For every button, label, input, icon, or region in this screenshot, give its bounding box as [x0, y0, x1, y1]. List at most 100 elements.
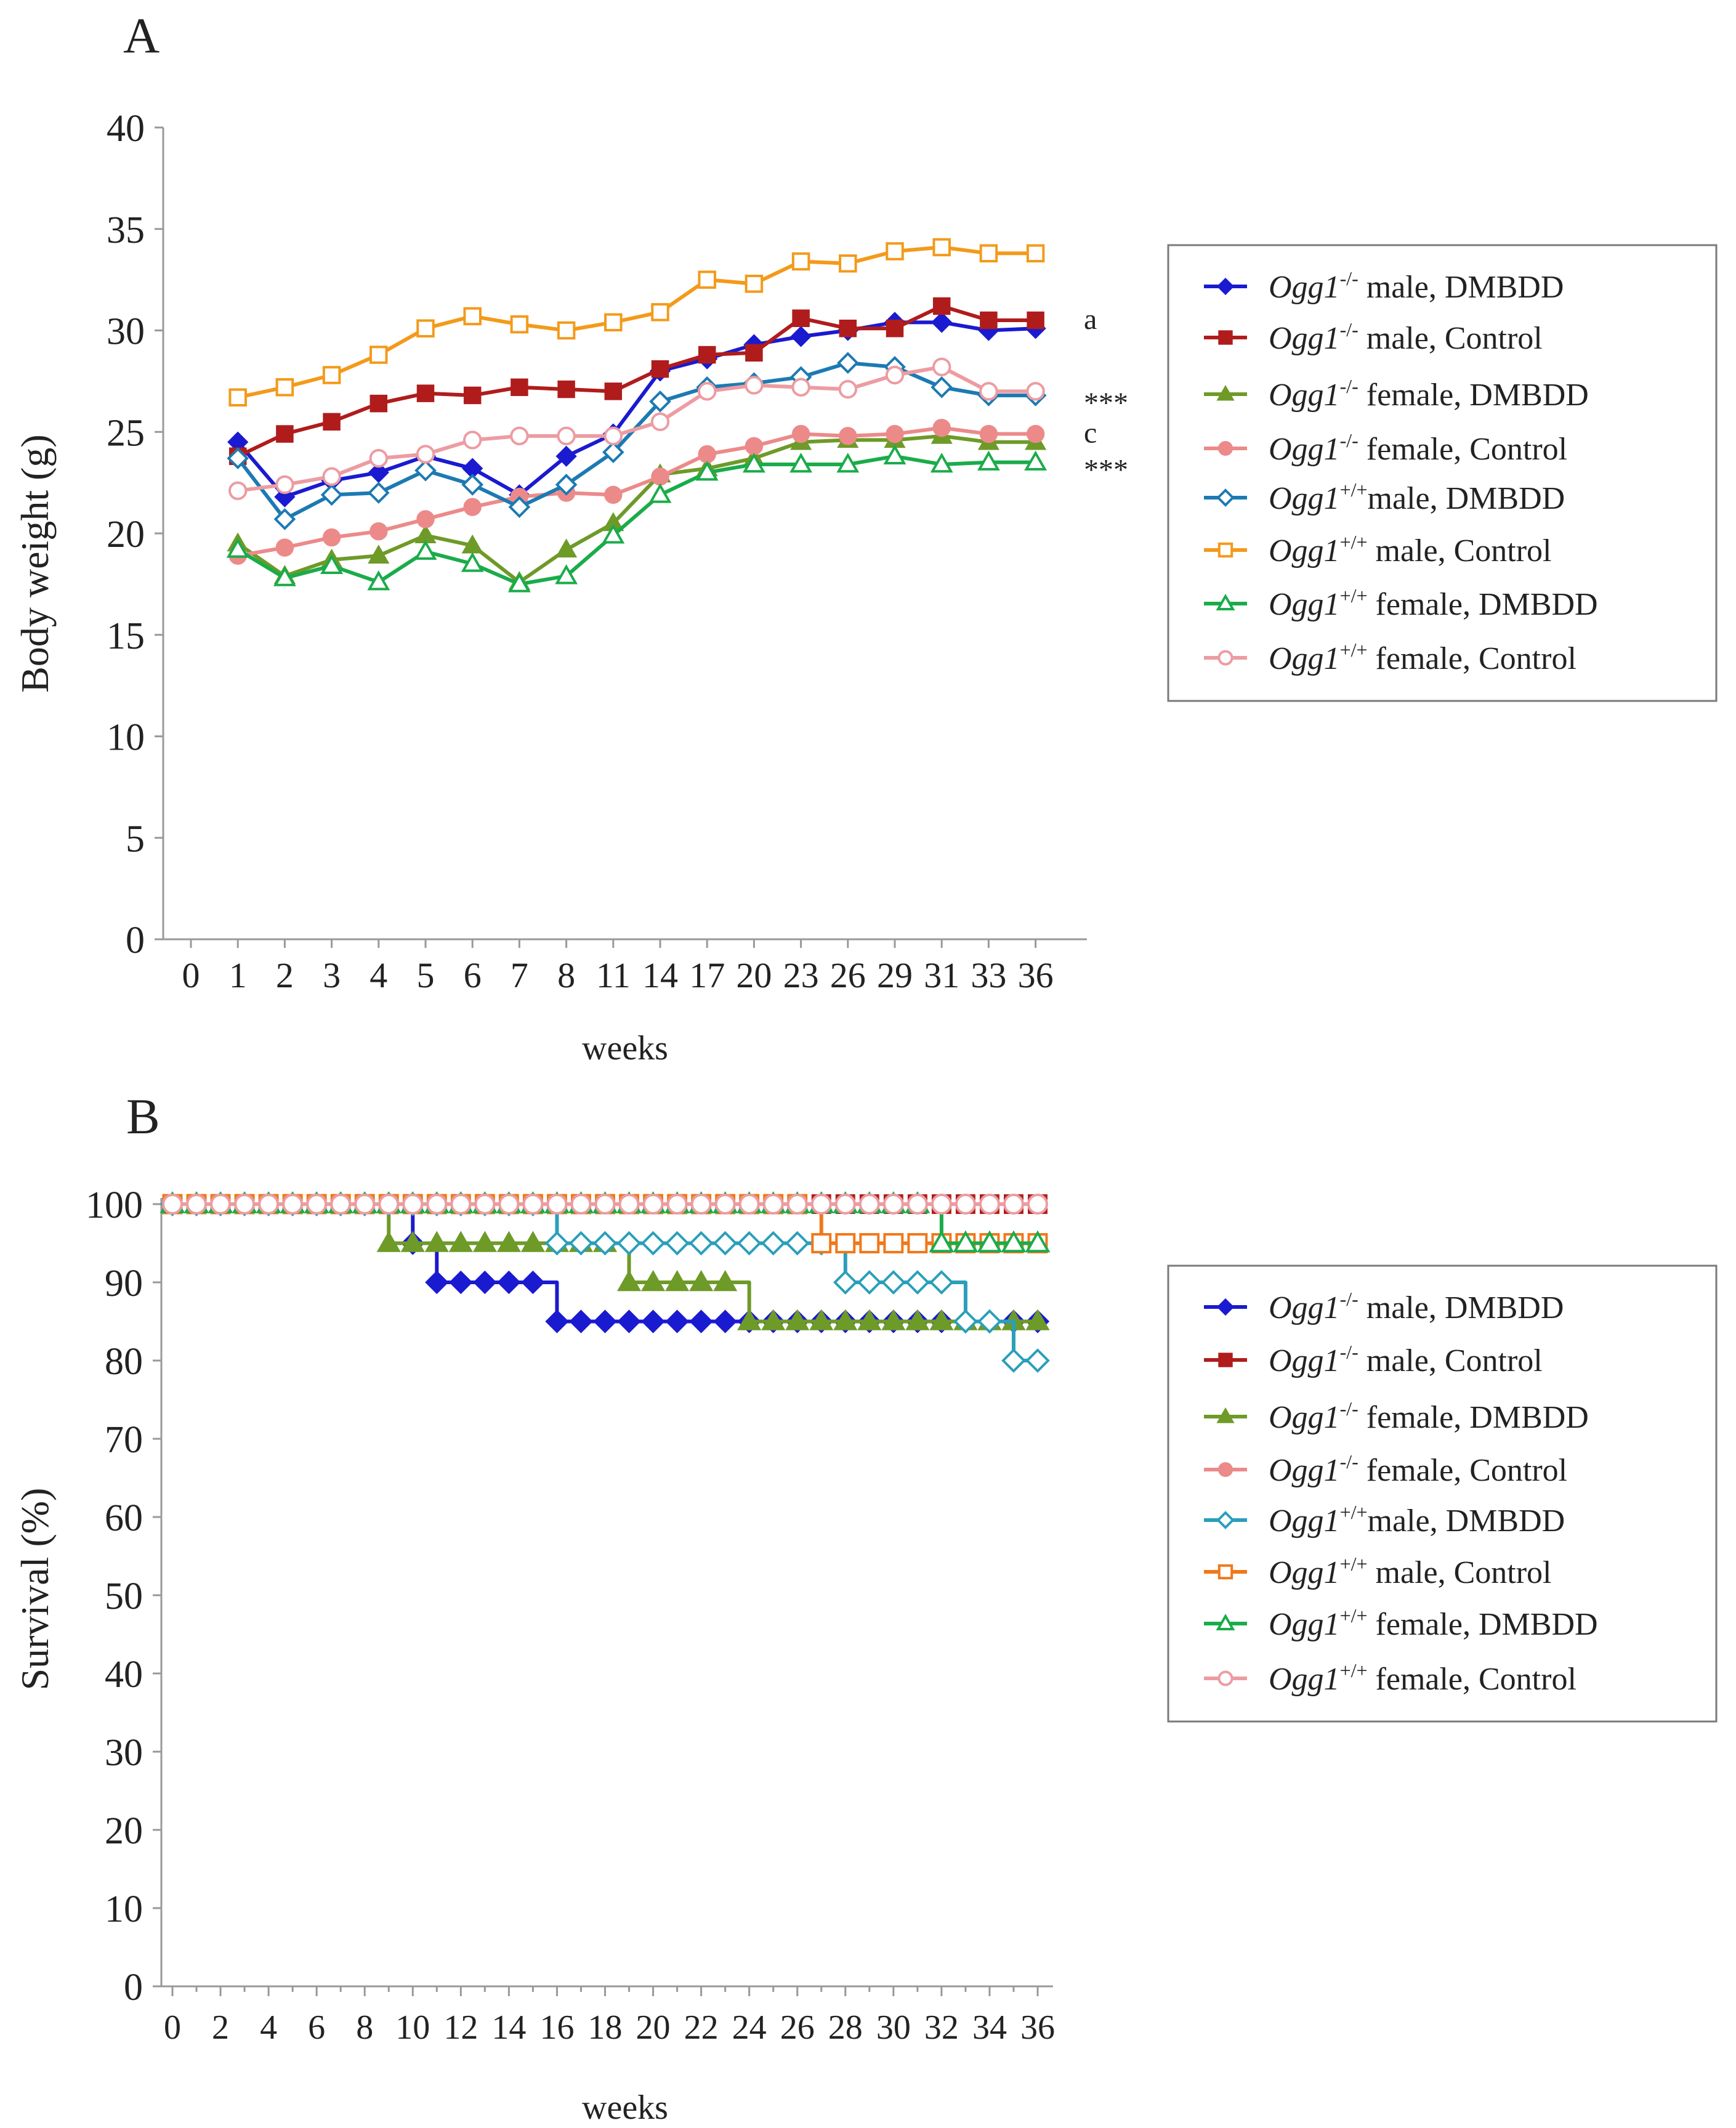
panel-a-data-point [604, 426, 623, 446]
panel-b-legend-label: Ogg1+/+ female, DMBDD [1269, 1604, 1598, 1642]
panel-a-x-tick-label: 29 [877, 955, 913, 995]
panel-a-data-point [651, 360, 669, 378]
panel-a-data-point [1024, 450, 1048, 471]
legend-genotype-sup: -/- [1340, 429, 1359, 451]
panel-a-data-point [932, 238, 951, 257]
panel-a-legend-marker-square [1217, 542, 1233, 558]
panel-a-data-point [273, 566, 296, 586]
legend-genotype-sup: +/+ [1340, 639, 1368, 661]
panel-a-y-tick-label: 5 [126, 818, 145, 860]
panel-b-legend-marker-triangle [1216, 1407, 1235, 1423]
panel-b-series-line [172, 1202, 1038, 1324]
legend-group: female, Control [1359, 1453, 1567, 1488]
panel-a-data-point [416, 445, 435, 464]
panel-b-data-point [666, 1194, 688, 1215]
panel-a-data-point [369, 448, 388, 468]
panel-b-data-point [859, 1233, 880, 1253]
legend-genotype-sup: +/+ [1340, 531, 1368, 553]
panel-a-data-point [839, 254, 857, 273]
legend-genotype: Ogg1 [1269, 432, 1340, 467]
panel-a-legend-label: Ogg1+/+ male, Control [1269, 531, 1552, 568]
panel-b-data-point [688, 1231, 714, 1256]
panel-b-y-tick-label: 80 [105, 1341, 143, 1383]
panel-b-data-point [378, 1194, 400, 1215]
panel-b-data-point [689, 1269, 714, 1292]
panel-b-x-tick-label: 2 [212, 2009, 229, 2047]
panel-b-x-tick-label: 36 [1020, 2009, 1055, 2047]
panel-b-y-axis-label: Survival (%) [13, 1488, 57, 1691]
panel-b-y-tick-label: 100 [86, 1184, 143, 1226]
panel-b-series-4 [160, 1192, 1050, 1373]
panel-b-data-point [449, 1270, 473, 1295]
panel-b-data-point [642, 1194, 664, 1215]
panel-a-x-tick-label: 17 [689, 955, 725, 995]
panel-a-data-point [648, 483, 672, 503]
panel-a-label: A [123, 7, 159, 63]
panel-b-data-point [497, 1270, 521, 1295]
panel-a-x-tick-label: 0 [182, 955, 200, 995]
panel-b-data-point [713, 1269, 738, 1292]
panel-a-annotation: a [1084, 303, 1097, 336]
panel-b-data-point [545, 1309, 569, 1333]
panel-b-x-tick-label: 8 [356, 2009, 373, 2047]
panel-a-data-point [791, 252, 810, 271]
panel-b-x-tick-label: 30 [876, 2009, 911, 2047]
panel-b-y-tick-label: 40 [105, 1654, 143, 1696]
panel-a-x-tick-label: 6 [464, 955, 482, 995]
panel-b-data-point [858, 1194, 880, 1215]
panel-a-data-point [461, 474, 484, 496]
panel-b-data-point [258, 1194, 280, 1215]
panel-a-series-line [236, 361, 1036, 521]
panel-a-series [226, 238, 1048, 593]
legend-genotype: Ogg1 [1269, 321, 1340, 356]
panel-a-data-point [742, 452, 765, 473]
panel-a-data-point [932, 418, 951, 437]
panel-b-data-point [282, 1194, 304, 1215]
legend-genotype: Ogg1 [1269, 1290, 1340, 1325]
panel-b-legend-label: Ogg1+/+ female, Control [1269, 1659, 1577, 1697]
panel-b-x-tick-label: 16 [539, 2009, 574, 2047]
legend-group: female, DMBDD [1359, 378, 1589, 413]
panel-a-data-point [275, 538, 294, 557]
legend-genotype: Ogg1 [1269, 533, 1340, 568]
panel-a-legend-label: Ogg1+/+ female, Control [1269, 639, 1577, 676]
panel-b-data-point [955, 1194, 976, 1215]
panel-a-data-point [322, 467, 341, 486]
legend-group: female, Control [1368, 641, 1577, 676]
panel-a-legend-entry: Ogg1+/+ male, Control [1204, 531, 1552, 568]
panel-a-data-point [510, 315, 529, 334]
legend-group: male, Control [1359, 1343, 1543, 1378]
panel-b-data-point [354, 1194, 376, 1215]
panel-b-legend-marker-square [1217, 1564, 1233, 1580]
panel-a-x-tick-label: 23 [783, 955, 819, 995]
panel-b-data-point [738, 1194, 760, 1215]
panel-b-series-line [172, 1202, 1038, 1324]
panel-a-data-point [791, 378, 810, 397]
panel-a-data-point [979, 424, 998, 443]
panel-b-data-point [426, 1194, 448, 1215]
panel-b-data-point [473, 1270, 497, 1295]
panel-a-x-tick-label: 3 [323, 955, 341, 995]
panel-a-y-axis-label: Body weight (g) [13, 434, 57, 693]
panel-b-data-point [448, 1231, 473, 1252]
panel-b-data-point [617, 1309, 641, 1333]
panel-a-legend-entry: Ogg1-/- male, DMBDD [1204, 267, 1564, 305]
panel-a-data-point [367, 482, 390, 504]
panel-b-data-point [690, 1194, 712, 1215]
panel-b-data-point [713, 1231, 738, 1256]
panel-b-data-point [1025, 1230, 1051, 1253]
panel-a-data-point [275, 378, 294, 397]
panel-b-data-point [811, 1233, 832, 1253]
panel-b-series-7 [162, 1194, 1048, 1215]
panel-b-y-tick-label: 60 [105, 1497, 143, 1539]
panel-b-data-point [498, 1194, 520, 1215]
panel-b-data-point [977, 1309, 1002, 1334]
panel-a-data-point [979, 382, 998, 401]
panel-b-legend-marker-diamond [1216, 1511, 1235, 1529]
panel-a-x-tick-label: 8 [557, 955, 575, 995]
panel-a-legend-marker-diamond [1216, 277, 1235, 296]
panel-a-legend-label: Ogg1-/- female, Control [1269, 429, 1567, 467]
panel-a-data-point [745, 437, 764, 456]
legend-genotype-sup: -/- [1340, 375, 1359, 397]
